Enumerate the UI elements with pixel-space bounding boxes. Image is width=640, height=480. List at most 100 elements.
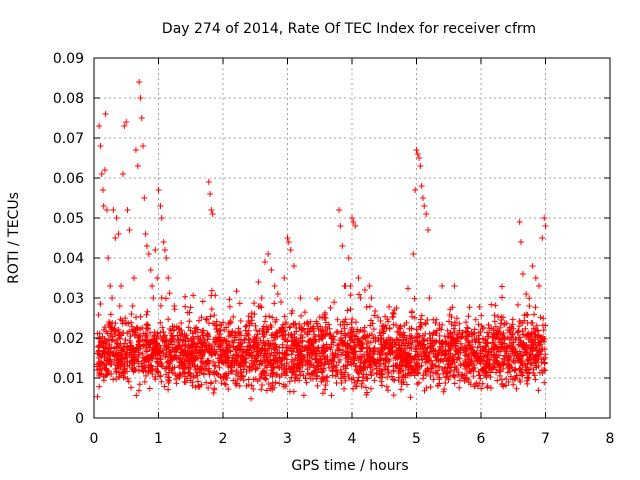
data-point xyxy=(398,358,405,365)
data-point xyxy=(528,360,535,367)
data-point xyxy=(497,320,504,327)
data-point xyxy=(339,243,346,249)
data-point xyxy=(306,371,313,378)
data-point xyxy=(322,309,329,316)
data-point xyxy=(345,358,352,365)
data-point xyxy=(424,337,431,344)
data-point xyxy=(113,357,120,364)
data-point xyxy=(225,333,232,340)
data-point xyxy=(480,324,487,331)
data-point xyxy=(493,330,500,337)
data-point xyxy=(528,344,535,351)
data-point xyxy=(408,333,415,340)
data-point xyxy=(350,347,357,354)
data-point xyxy=(285,344,292,351)
data-point xyxy=(436,376,443,383)
data-point xyxy=(465,313,472,320)
data-point xyxy=(456,355,463,362)
data-point xyxy=(208,292,215,299)
data-point xyxy=(322,330,329,337)
data-point xyxy=(285,331,292,338)
data-point xyxy=(137,343,144,350)
data-point xyxy=(345,255,352,261)
data-point xyxy=(533,322,540,329)
data-point xyxy=(214,370,221,377)
data-point xyxy=(100,326,107,333)
data-point xyxy=(104,370,111,377)
data-point xyxy=(226,296,233,303)
data-point xyxy=(359,353,366,360)
data-point xyxy=(131,356,138,363)
data-point xyxy=(380,330,387,337)
data-point xyxy=(371,377,378,384)
data-point xyxy=(434,371,441,378)
data-point xyxy=(148,338,155,345)
data-point xyxy=(332,364,339,371)
data-point xyxy=(248,382,255,389)
chart-title: Day 274 of 2014, Rate Of TEC Index for r… xyxy=(162,21,536,37)
data-point xyxy=(171,364,178,371)
data-point xyxy=(427,384,434,391)
y-axis-label: ROTI / TECUs xyxy=(6,192,22,284)
data-point xyxy=(292,342,299,349)
data-point xyxy=(230,313,237,320)
data-point xyxy=(235,325,242,332)
data-point xyxy=(523,367,530,374)
data-point xyxy=(162,353,169,360)
data-point xyxy=(276,380,283,387)
data-point xyxy=(279,332,286,339)
data-point xyxy=(417,349,424,356)
data-point xyxy=(539,346,546,353)
data-point xyxy=(191,362,198,369)
data-point xyxy=(326,331,333,338)
data-point xyxy=(376,329,383,336)
data-point xyxy=(490,340,497,347)
data-point xyxy=(319,390,326,397)
data-point xyxy=(451,380,458,387)
data-point xyxy=(414,330,421,337)
data-point xyxy=(119,317,126,324)
data-point xyxy=(158,215,165,221)
data-point xyxy=(520,342,527,349)
data-point xyxy=(269,363,276,370)
data-point xyxy=(173,346,180,353)
data-point xyxy=(468,346,475,353)
data-point xyxy=(140,330,147,337)
data-point xyxy=(466,341,473,348)
data-point xyxy=(172,370,179,377)
y-tick-label: 0.04 xyxy=(53,251,84,267)
data-point xyxy=(398,378,405,385)
data-point xyxy=(447,329,454,336)
data-point xyxy=(288,374,295,381)
data-point xyxy=(297,372,304,379)
data-point xyxy=(218,380,225,387)
data-point xyxy=(519,372,526,379)
data-point xyxy=(379,371,386,378)
data-point xyxy=(243,382,250,389)
data-point xyxy=(524,312,531,319)
data-point xyxy=(97,352,104,359)
data-point xyxy=(321,386,328,393)
data-point xyxy=(522,325,529,332)
data-point xyxy=(318,368,325,375)
data-point xyxy=(115,328,122,335)
data-point xyxy=(540,327,547,334)
data-point xyxy=(462,319,469,326)
data-point xyxy=(541,360,548,367)
data-point xyxy=(117,340,124,347)
data-point xyxy=(281,366,288,373)
data-point xyxy=(457,340,464,347)
data-point xyxy=(130,275,137,281)
data-point xyxy=(538,359,545,366)
data-point xyxy=(519,362,526,369)
data-point xyxy=(246,322,253,329)
data-point xyxy=(147,267,154,273)
data-point xyxy=(203,342,210,349)
data-point xyxy=(526,295,533,302)
data-point xyxy=(207,380,214,387)
data-point xyxy=(157,356,164,363)
data-point xyxy=(517,378,524,385)
x-tick-label: 3 xyxy=(283,431,292,447)
data-point xyxy=(470,362,477,369)
data-point xyxy=(468,368,475,375)
